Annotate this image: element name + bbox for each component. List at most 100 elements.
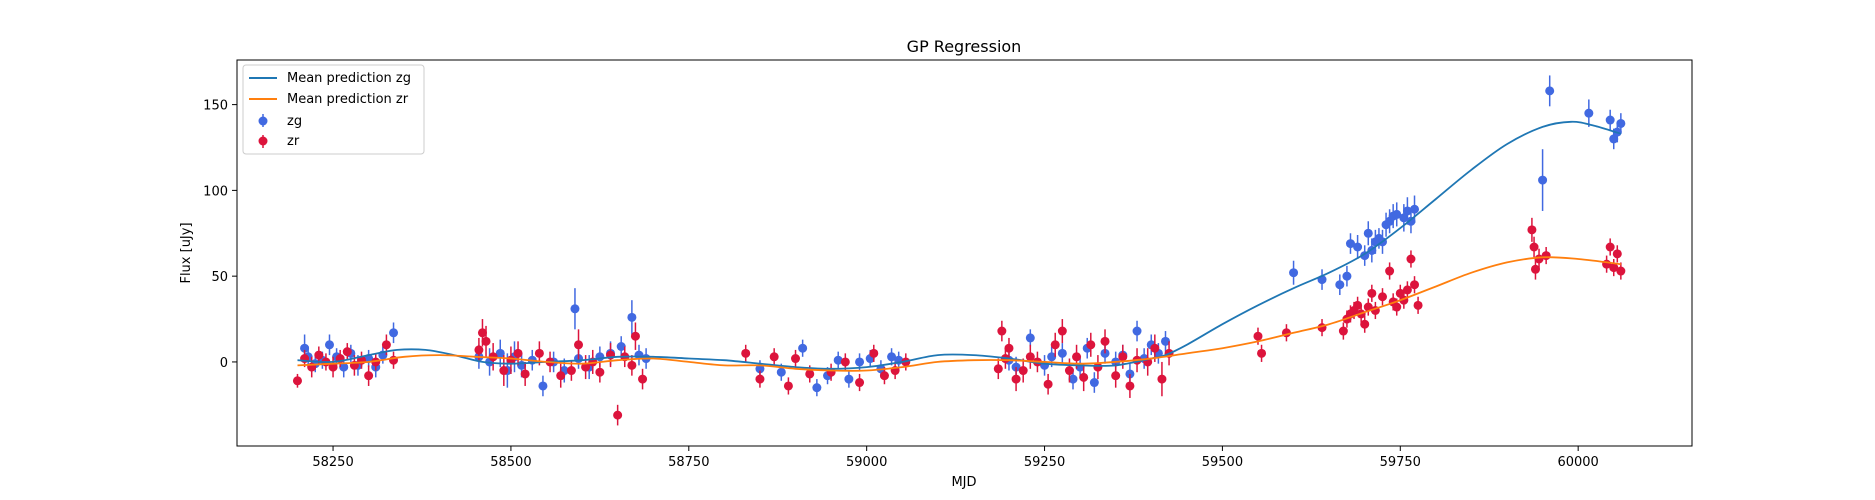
point-zr <box>1093 362 1103 372</box>
point-zg <box>1392 209 1402 219</box>
series-mean-prediction-zg <box>297 120 1622 370</box>
point-zg <box>1289 268 1299 278</box>
point-zr <box>328 362 338 372</box>
point-zg <box>1616 118 1626 128</box>
point-zg <box>1406 216 1416 226</box>
point-zr <box>1157 374 1167 384</box>
x-tick-label: 59750 <box>1380 455 1421 470</box>
point-zr <box>1410 280 1420 290</box>
point-zg <box>1160 336 1170 346</box>
point-zr <box>769 352 779 362</box>
point-zr <box>840 357 850 367</box>
point-zr <box>805 369 815 379</box>
legend-entry-mean-zr: Mean prediction zr <box>249 92 409 107</box>
point-zg <box>1363 228 1373 238</box>
series-zr <box>292 217 1626 426</box>
point-zg <box>1410 204 1420 214</box>
legend-label-mean-zg: Mean prediction zg <box>287 71 411 86</box>
y-axis-label: Flux [uJy] <box>179 222 194 283</box>
point-zg <box>627 312 637 322</box>
point-zg <box>1068 374 1078 384</box>
point-zr <box>1541 251 1551 261</box>
point-zr <box>556 371 566 381</box>
point-zr <box>741 348 751 358</box>
point-zg <box>755 364 765 374</box>
point-zr <box>513 348 523 358</box>
x-tick-label: 59250 <box>1024 455 1065 470</box>
point-zr <box>581 362 591 372</box>
point-zr <box>1413 300 1423 310</box>
point-zg <box>1089 378 1099 388</box>
point-zr <box>371 357 381 367</box>
point-zg <box>300 343 310 353</box>
y-tick-label: 150 <box>203 99 228 114</box>
point-zr <box>1530 264 1540 274</box>
point-zr <box>1527 225 1537 235</box>
point-zg <box>495 348 505 358</box>
point-zg <box>389 328 399 338</box>
point-zr <box>1253 331 1263 341</box>
point-zr <box>1612 249 1622 259</box>
point-zr <box>1616 266 1626 276</box>
y-tick-label: 0 <box>220 356 228 371</box>
point-zg <box>324 340 334 350</box>
point-zr <box>1125 381 1135 391</box>
point-zr <box>1338 326 1348 336</box>
point-zr <box>630 331 640 341</box>
point-zr <box>879 371 889 381</box>
point-zg <box>833 355 843 365</box>
point-zr <box>1529 242 1539 252</box>
point-zr <box>1406 254 1416 264</box>
point-zr <box>534 348 544 358</box>
point-zr <box>1353 300 1363 310</box>
point-zr <box>1609 263 1619 273</box>
point-zg <box>1609 134 1619 144</box>
point-zr <box>1111 371 1121 381</box>
point-zr <box>1392 302 1402 312</box>
point-zr <box>1086 340 1096 350</box>
point-zr <box>1004 343 1014 353</box>
point-zr <box>1072 352 1082 362</box>
series-layer <box>292 75 1626 426</box>
point-zg <box>776 367 786 377</box>
point-zr <box>595 367 605 377</box>
point-zr <box>566 366 576 376</box>
point-zr <box>1043 379 1053 389</box>
point-zr <box>1360 319 1370 329</box>
point-zg <box>570 304 580 314</box>
y-tick-label: 100 <box>203 184 228 199</box>
y-axis: 0 50 100 150 <box>203 99 237 371</box>
point-zr <box>1057 326 1067 336</box>
series-zg <box>300 75 1626 397</box>
point-zr <box>292 376 302 386</box>
point-zg <box>812 383 822 393</box>
x-tick-label: 59500 <box>1202 455 1243 470</box>
legend: Mean prediction zg Mean prediction zr zg… <box>242 64 425 155</box>
point-zg <box>1335 280 1345 290</box>
point-zg <box>339 362 349 372</box>
point-zr <box>314 350 324 360</box>
x-tick-label: 58250 <box>312 455 353 470</box>
point-zr <box>574 340 584 350</box>
series-mean-prediction-zr <box>297 256 1622 372</box>
line-mean-prediction-zg <box>297 120 1622 370</box>
point-zr <box>1025 352 1035 362</box>
legend-box <box>242 64 425 155</box>
x-axis: 58250 58500 58750 59000 59250 59500 59750 60000 <box>312 446 1599 470</box>
point-zr <box>1363 302 1373 312</box>
point-zr <box>364 371 374 381</box>
point-zr <box>1064 366 1074 376</box>
legend-entry-zg: zg <box>258 114 302 129</box>
x-tick-label: 59000 <box>846 455 887 470</box>
point-zg <box>855 357 865 367</box>
legend-entry-zr: zr <box>258 134 300 149</box>
point-zr <box>1395 288 1405 298</box>
point-zg <box>616 341 626 351</box>
point-zr <box>1385 266 1395 276</box>
y-tick-label: 50 <box>211 270 228 285</box>
plot-frame <box>236 59 1693 447</box>
legend-entry-mean-zg: Mean prediction zg <box>249 71 411 86</box>
point-zg <box>798 343 808 353</box>
chart-title: GP Regression <box>907 37 1022 56</box>
